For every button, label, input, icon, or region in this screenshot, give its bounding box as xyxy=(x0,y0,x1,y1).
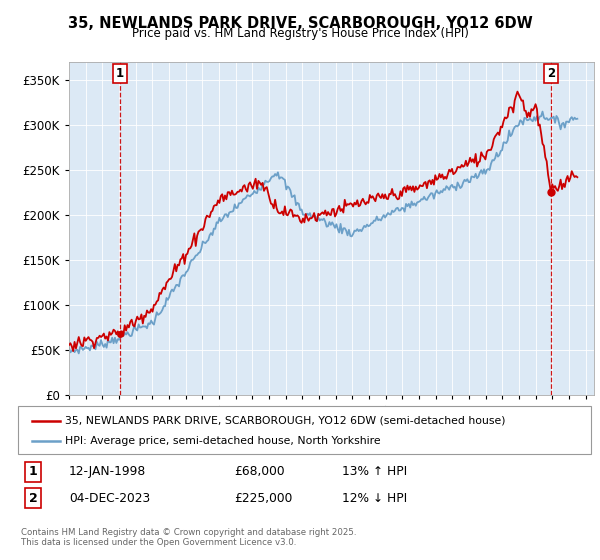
Text: 2: 2 xyxy=(547,67,555,80)
Text: £225,000: £225,000 xyxy=(234,492,292,505)
Text: 1: 1 xyxy=(116,67,124,80)
Text: 1: 1 xyxy=(29,465,37,478)
Text: 2: 2 xyxy=(29,492,37,505)
Text: £68,000: £68,000 xyxy=(234,465,284,478)
Text: 04-DEC-2023: 04-DEC-2023 xyxy=(69,492,150,505)
Text: 35, NEWLANDS PARK DRIVE, SCARBOROUGH, YO12 6DW (semi-detached house): 35, NEWLANDS PARK DRIVE, SCARBOROUGH, YO… xyxy=(65,416,505,426)
Text: 12-JAN-1998: 12-JAN-1998 xyxy=(69,465,146,478)
Text: Contains HM Land Registry data © Crown copyright and database right 2025.
This d: Contains HM Land Registry data © Crown c… xyxy=(21,528,356,547)
Text: 12% ↓ HPI: 12% ↓ HPI xyxy=(342,492,407,505)
Text: Price paid vs. HM Land Registry's House Price Index (HPI): Price paid vs. HM Land Registry's House … xyxy=(131,27,469,40)
Text: 13% ↑ HPI: 13% ↑ HPI xyxy=(342,465,407,478)
Text: 35, NEWLANDS PARK DRIVE, SCARBOROUGH, YO12 6DW: 35, NEWLANDS PARK DRIVE, SCARBOROUGH, YO… xyxy=(68,16,532,31)
Text: HPI: Average price, semi-detached house, North Yorkshire: HPI: Average price, semi-detached house,… xyxy=(65,436,380,446)
